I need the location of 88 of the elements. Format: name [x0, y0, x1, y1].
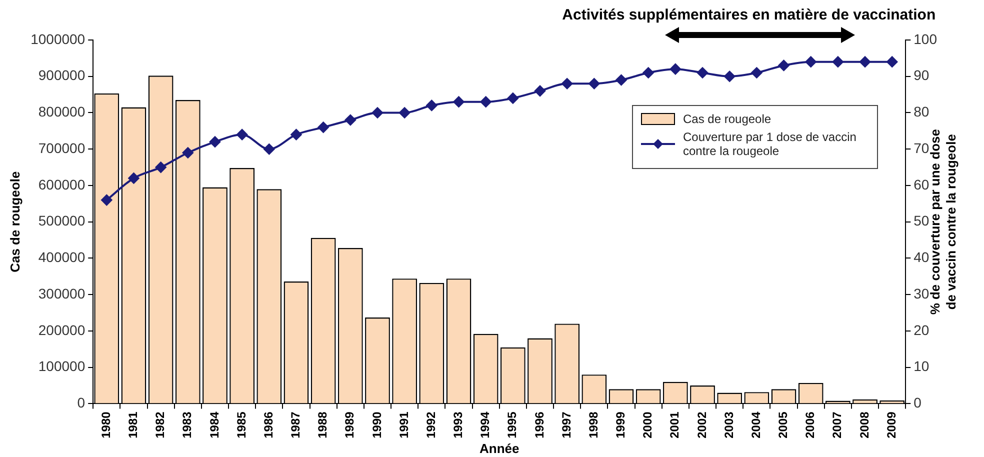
x-tick-label: 1985: [234, 411, 248, 438]
point: [860, 56, 871, 68]
x-tick-label: 1991: [396, 411, 411, 438]
x-tick-label: 1986: [261, 411, 276, 438]
x-tick-label: 2007: [830, 411, 844, 438]
x-tick-label: 1998: [586, 411, 600, 438]
point: [805, 56, 816, 68]
y2-tick-label: 40: [914, 249, 930, 266]
point: [670, 64, 681, 75]
x-tick-label: 1981: [126, 411, 140, 438]
point: [751, 67, 762, 78]
x-tick-label: 2004: [748, 411, 763, 438]
text: Activités supplémentaires en matière de vaccination: [562, 6, 936, 24]
point: [562, 78, 573, 90]
y2-tick-label: 50: [914, 212, 930, 229]
x-tick-label: 1997: [559, 411, 574, 438]
x-axis-title: Année: [480, 440, 520, 456]
point: [318, 122, 329, 133]
point: [832, 56, 844, 68]
point: [507, 92, 518, 104]
y2-tick-label: 0: [914, 394, 922, 411]
point: [399, 107, 410, 118]
y-tick-label: 300000: [38, 285, 86, 302]
point: [128, 172, 140, 184]
x-tick-label: 1992: [424, 411, 438, 438]
x-tick-label: 1990: [370, 411, 384, 438]
point: [290, 129, 302, 140]
x-tick-label: 1980: [98, 411, 113, 438]
x-tick-label: 1993: [451, 411, 466, 438]
point: [697, 67, 708, 78]
y-tick-label: 900000: [38, 67, 86, 84]
x-tick-label: 2002: [694, 411, 709, 438]
x-tick-label: 1982: [153, 411, 168, 438]
y2-tick-label: 80: [914, 104, 930, 120]
y-tick-label: 800000: [38, 104, 86, 120]
x-tick-label: 1995: [505, 411, 520, 438]
y-axis-title: Cas de rougeole: [7, 171, 22, 272]
point: [724, 70, 736, 82]
y2-tick-label: 100: [914, 30, 938, 47]
x-tick-label: 2008: [857, 411, 872, 438]
point: [588, 78, 600, 90]
point: [344, 114, 356, 126]
x-tick-label: 1988: [316, 411, 330, 438]
x-tick-label: 2003: [722, 411, 736, 438]
point: [778, 60, 790, 71]
y-tick-label: 0: [77, 394, 86, 411]
x-tick-label: 2009: [884, 411, 898, 438]
y2-axis-title: % de couverture par une dose de vaccin contre la rougeole: [928, 129, 959, 315]
point: [182, 147, 194, 158]
y2-tick-label: 60: [914, 176, 930, 192]
y-tick-label: 200000: [38, 322, 86, 338]
y2-tick-label: 70: [914, 140, 930, 156]
x-tick-label: 1999: [614, 411, 628, 438]
y2-tick-label: 30: [914, 285, 930, 302]
y-tick-label: 500000: [38, 212, 86, 229]
x-tick-label: 1983: [180, 411, 194, 438]
x-tick-label: 1989: [342, 411, 357, 438]
x-tick-label: 1984: [207, 411, 222, 438]
y2-tick-label: 20: [914, 322, 930, 338]
point: [480, 96, 492, 108]
point: [209, 136, 220, 148]
point: [426, 100, 438, 111]
y-tick-label: 100000: [38, 358, 86, 374]
legend-label: Cas de rougeole: [683, 112, 772, 126]
y2-tick-label: 10: [914, 358, 930, 374]
legend-label: Couverture par 1 dose de vaccin contre la rougeole: [683, 130, 858, 158]
point: [264, 144, 275, 155]
point: [534, 85, 546, 96]
point: [236, 129, 248, 140]
y-tick-label: 600000: [38, 176, 86, 192]
point: [372, 107, 383, 118]
x-tick-label: 1996: [532, 411, 546, 438]
point: [616, 74, 627, 86]
point: [642, 67, 654, 78]
point: [453, 96, 464, 108]
y2-tick-label: 90: [914, 67, 930, 84]
x-tick-label: 1994: [478, 411, 492, 438]
y-tick-label: 700000: [38, 140, 86, 156]
x-tick-label: 2006: [803, 411, 818, 438]
point: [101, 194, 112, 206]
point: [886, 56, 898, 68]
x-tick-label: 2000: [640, 411, 655, 438]
point: [155, 162, 166, 173]
y-tick-label: 400000: [38, 249, 86, 266]
x-tick-label: 2005: [776, 411, 790, 438]
y-tick-label: 1000000: [30, 30, 86, 47]
x-tick-label: 2001: [668, 411, 682, 438]
x-tick-label: 1987: [288, 411, 303, 438]
